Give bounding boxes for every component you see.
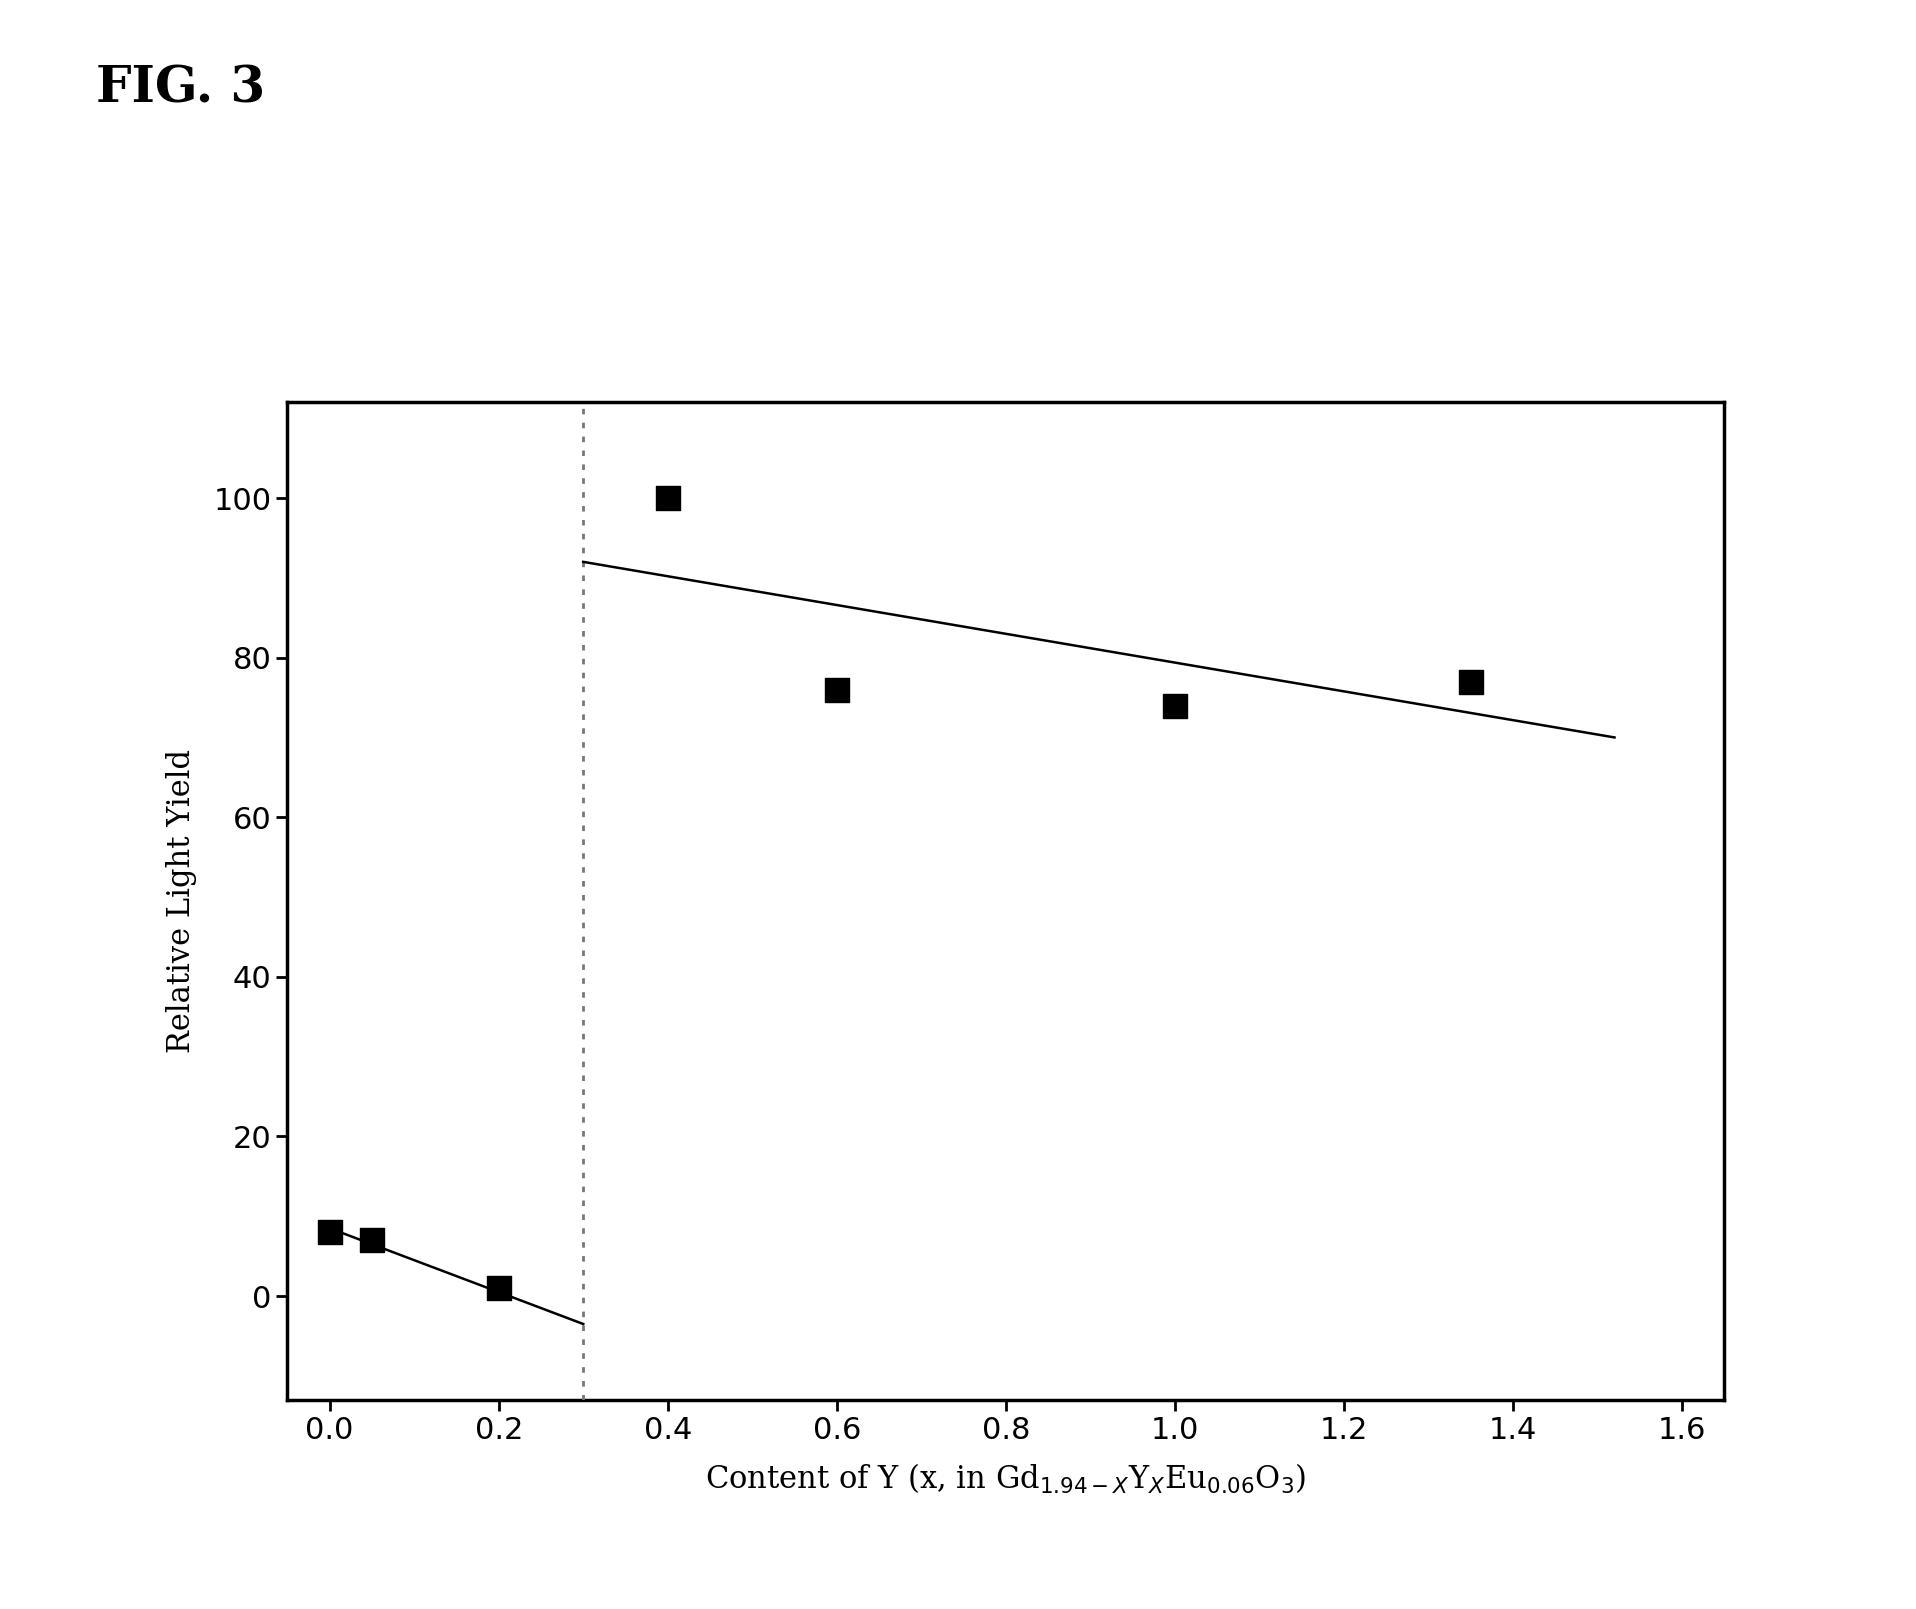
Text: FIG. 3: FIG. 3 — [96, 64, 264, 113]
Point — [1159, 692, 1190, 718]
Point — [1456, 669, 1487, 695]
Point — [653, 486, 684, 512]
Point — [822, 677, 853, 703]
Point — [314, 1220, 345, 1245]
X-axis label: Content of Y (x, in Gd$_{1.94-X}$Y$_X$Eu$_{0.06}$O$_3$): Content of Y (x, in Gd$_{1.94-X}$Y$_X$Eu… — [705, 1461, 1307, 1496]
Point — [483, 1276, 513, 1302]
Point — [356, 1228, 387, 1253]
Y-axis label: Relative Light Yield: Relative Light Yield — [165, 750, 197, 1052]
